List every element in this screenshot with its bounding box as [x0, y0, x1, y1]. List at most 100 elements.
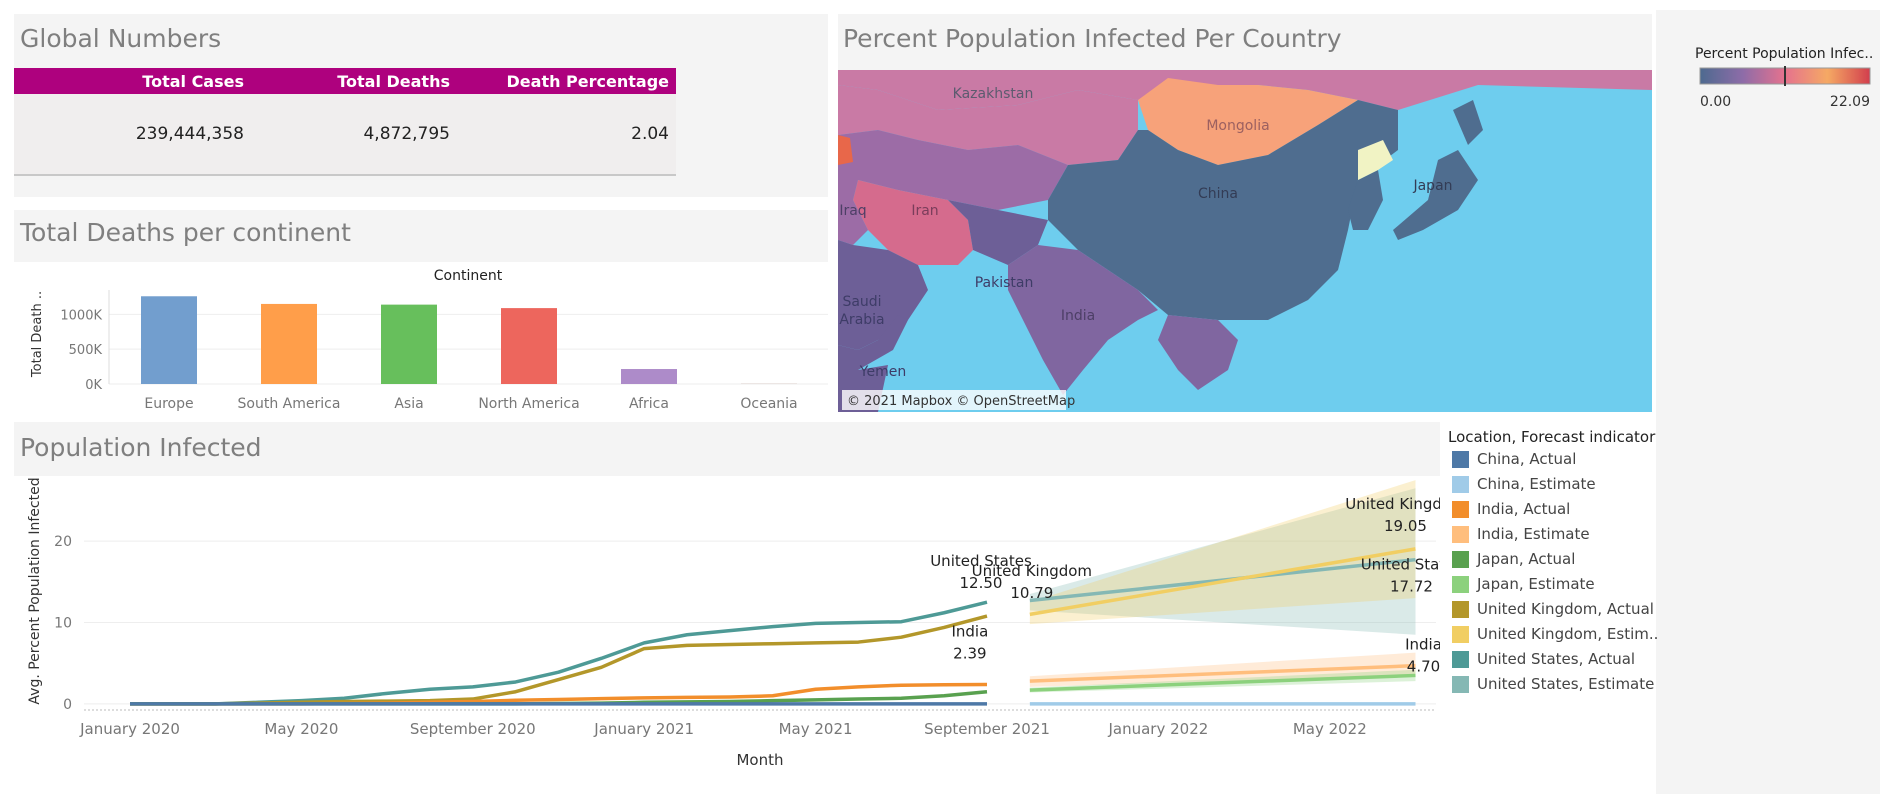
- turkey-region[interactable]: [838, 135, 853, 165]
- header-death-percentage[interactable]: Death Percentage: [506, 72, 669, 91]
- infection-map[interactable]: Kazakhstan Mongolia China Japan Iran Ira…: [838, 70, 1652, 412]
- map-label-arabia: Arabia: [839, 312, 884, 328]
- north-korea-region[interactable]: [1358, 140, 1393, 180]
- header-total-deaths[interactable]: Total Deaths: [337, 72, 450, 91]
- iraq-region[interactable]: [838, 180, 868, 245]
- map-label-iraq: Iraq: [839, 203, 866, 219]
- global-numbers-title: Global Numbers: [20, 24, 222, 53]
- continent-bar[interactable]: [381, 304, 437, 384]
- continent-bar[interactable]: [141, 296, 197, 384]
- map-title: Percent Population Infected Per Country: [843, 24, 1342, 53]
- infected-xtick-label: January 2021: [593, 720, 694, 738]
- legend-label: United States, Actual: [1477, 650, 1636, 668]
- infected-xtick-label: September 2021: [924, 720, 1050, 738]
- series-line-estimate[interactable]: [1029, 663, 1416, 683]
- annotation-name: India: [1405, 636, 1440, 654]
- global-numbers-values-row: 239,444,358 4,872,795 2.04: [14, 94, 676, 176]
- south-korea-region[interactable]: [1348, 170, 1383, 230]
- map-attribution-bg: [842, 390, 1066, 410]
- legend-swatch: [1452, 576, 1469, 593]
- annotation-value: 4.70: [1407, 658, 1440, 676]
- annotation-name: United Kingdom: [972, 562, 1092, 580]
- kazakhstan-region[interactable]: [838, 85, 1138, 165]
- legend-label: China, Actual: [1477, 450, 1577, 468]
- value-total-cases: 239,444,358: [135, 124, 244, 144]
- map-label-mongolia: Mongolia: [1206, 118, 1269, 134]
- hokkaido-region[interactable]: [1453, 100, 1483, 145]
- legend-swatch: [1452, 626, 1469, 643]
- continent-bar[interactable]: [501, 308, 557, 384]
- continent-xtick-label: Africa: [629, 396, 669, 412]
- infected-ytick-label: 20: [54, 534, 72, 550]
- arabia-region[interactable]: [838, 240, 928, 350]
- legend-swatch: [1452, 476, 1469, 493]
- legend-swatch: [1452, 501, 1469, 518]
- series-line-actual[interactable]: [130, 614, 988, 706]
- map-label-india: India: [1061, 308, 1095, 324]
- annotation-name: United States: [930, 552, 1032, 570]
- color-legend-max: 22.09: [1830, 94, 1870, 110]
- infected-x-label: Month: [736, 751, 783, 769]
- infected-xtick-label: May 2020: [264, 720, 338, 738]
- header-total-cases[interactable]: Total Cases: [142, 72, 244, 91]
- annotation-value: 12.50: [960, 574, 1003, 592]
- color-legend-title: Percent Population Infec..: [1695, 46, 1874, 62]
- annotation-value: 17.72: [1390, 578, 1433, 596]
- continent-xtick-label: Asia: [394, 396, 423, 412]
- legend-swatch: [1452, 601, 1469, 618]
- southeast-asia-region[interactable]: [1158, 315, 1238, 390]
- infected-xtick-label: September 2020: [410, 720, 536, 738]
- legend-label: Japan, Actual: [1477, 550, 1576, 568]
- legend-swatch: [1452, 451, 1469, 468]
- japan-region[interactable]: [1393, 150, 1478, 240]
- continent-bar[interactable]: [621, 369, 677, 384]
- map-label-kazakhstan: Kazakhstan: [953, 86, 1034, 102]
- legend-panel: [1656, 10, 1880, 794]
- forecast-band: [1029, 480, 1416, 625]
- infected-ytick-label: 10: [54, 616, 72, 632]
- global-numbers-header-row: Total Cases Total Deaths Death Percentag…: [14, 68, 676, 94]
- legend-label: United Kingdom, Actual: [1477, 600, 1654, 618]
- series-line-actual[interactable]: [130, 600, 988, 706]
- legend-label: India, Estimate: [1477, 525, 1590, 543]
- india-region[interactable]: [1008, 245, 1158, 395]
- central-asia-region[interactable]: [838, 130, 1068, 210]
- infected-ytick-label: 0: [63, 697, 72, 713]
- continent-xtick-label: South America: [238, 396, 341, 412]
- iran-region[interactable]: [853, 180, 973, 265]
- continent-bar[interactable]: [261, 303, 317, 384]
- continent-bar-chart[interactable]: Continent Total Death .. 0K 500K 1000K Eur…: [14, 262, 828, 417]
- series-line-estimate[interactable]: [1029, 673, 1416, 692]
- color-legend-ramp[interactable]: 0.00 22.09: [1698, 66, 1874, 112]
- legend-swatch: [1452, 651, 1469, 668]
- map-label-yemen: Yemen: [859, 364, 906, 380]
- annotation-name: United Kingdom: [1345, 495, 1440, 513]
- color-ramp-marker: [1784, 66, 1786, 86]
- continent-chart-title: Total Deaths per continent: [20, 218, 351, 247]
- yemen-region[interactable]: [838, 315, 908, 370]
- continent-ytick-label: 1000K: [60, 308, 102, 323]
- russia-region[interactable]: [838, 70, 1652, 110]
- continent-ytick-label: 500K: [69, 343, 103, 358]
- map-label-saudi: Saudi: [842, 294, 881, 310]
- series-line-estimate[interactable]: [1029, 547, 1416, 617]
- map-attribution[interactable]: © 2021 Mapbox © OpenStreetMap: [847, 394, 1075, 409]
- legend-swatch: [1452, 551, 1469, 568]
- annotation-value: 10.79: [1010, 584, 1053, 602]
- pakistan-region[interactable]: [948, 200, 1048, 265]
- legend-label: China, Estimate: [1477, 475, 1596, 493]
- continent-xtick-label: Europe: [144, 396, 193, 412]
- mongolia-region[interactable]: [1138, 78, 1358, 165]
- legend-label: United Kingdom, Estim..: [1477, 625, 1659, 643]
- infected-title-bar: [14, 422, 1440, 476]
- continent-ytick-label: 0K: [85, 378, 102, 393]
- legend-label: Japan, Estimate: [1477, 575, 1595, 593]
- annotation-value: 2.39: [953, 644, 986, 662]
- value-death-percentage: 2.04: [631, 124, 669, 144]
- infected-y-label: Avg. Percent Population Infected: [27, 477, 43, 704]
- map-title-bar: [838, 14, 1652, 70]
- continent-title-bar: [14, 210, 828, 262]
- china-region[interactable]: [1048, 100, 1398, 320]
- infected-xtick-label: May 2022: [1293, 720, 1367, 738]
- population-infected-line-chart[interactable]: Avg. Percent Population Infected Month 0…: [14, 476, 1440, 776]
